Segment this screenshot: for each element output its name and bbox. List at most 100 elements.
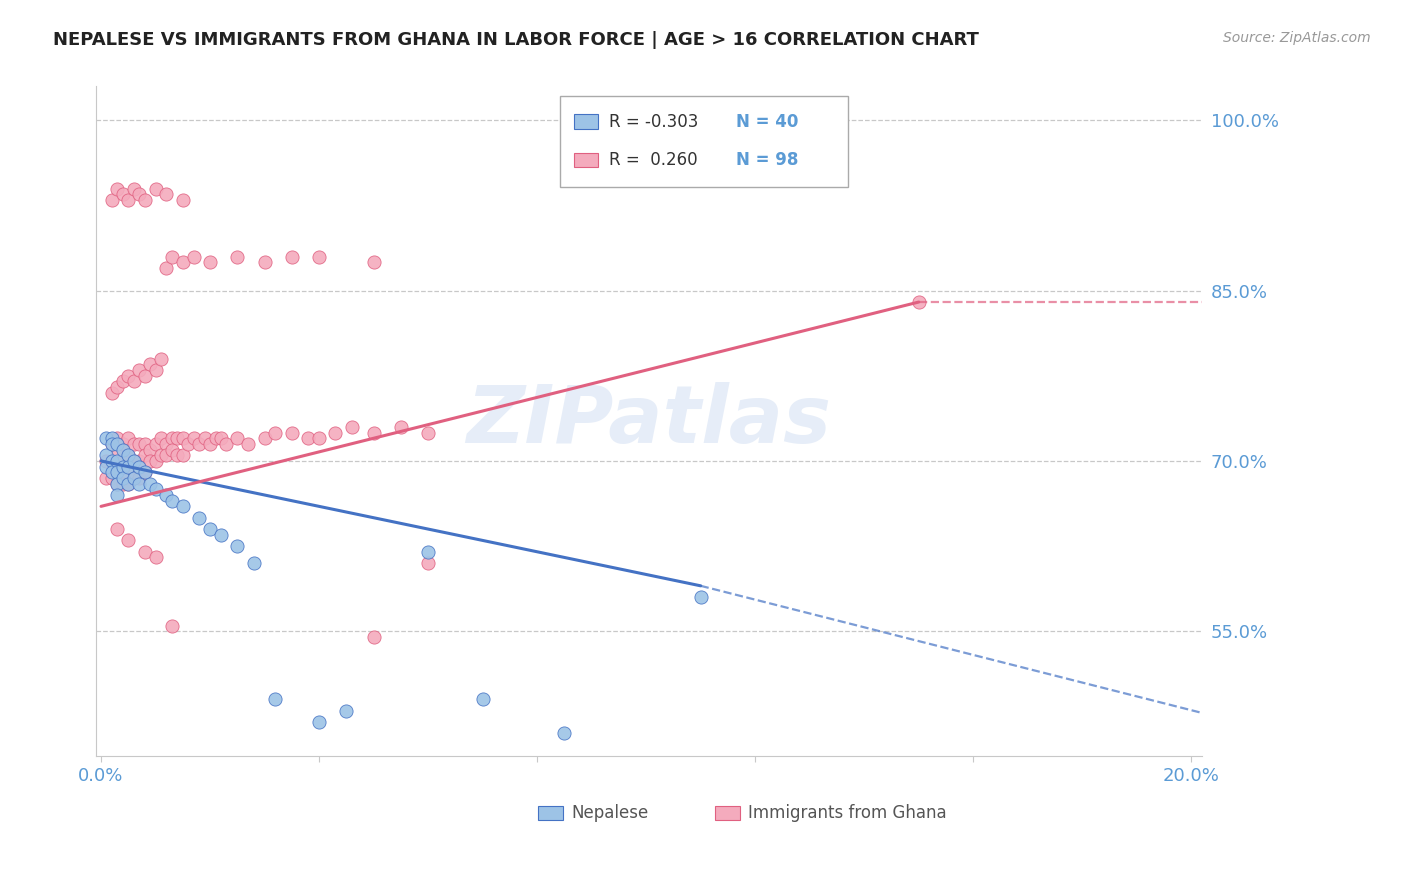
Point bbox=[117, 459, 139, 474]
Point bbox=[111, 476, 134, 491]
Point bbox=[105, 488, 128, 502]
Point bbox=[172, 193, 194, 207]
Point bbox=[117, 431, 139, 445]
Point bbox=[166, 448, 188, 462]
Point bbox=[101, 385, 124, 400]
Point bbox=[160, 618, 183, 632]
Point bbox=[198, 255, 221, 269]
Point bbox=[139, 358, 162, 372]
Point bbox=[105, 181, 128, 195]
Point bbox=[134, 437, 156, 451]
Text: N = 40: N = 40 bbox=[737, 113, 799, 131]
Point bbox=[198, 522, 221, 536]
Point bbox=[155, 448, 177, 462]
Point bbox=[105, 380, 128, 394]
Point bbox=[471, 692, 494, 706]
Point bbox=[134, 193, 156, 207]
Point bbox=[172, 500, 194, 514]
Point bbox=[209, 431, 232, 445]
Point bbox=[198, 437, 221, 451]
Point bbox=[105, 522, 128, 536]
Point bbox=[122, 375, 145, 389]
Point bbox=[264, 425, 287, 440]
Point bbox=[128, 187, 150, 202]
Point bbox=[253, 431, 276, 445]
Point bbox=[128, 476, 150, 491]
Point bbox=[160, 442, 183, 457]
Point bbox=[145, 181, 167, 195]
Point bbox=[111, 442, 134, 457]
Text: Nepalese: Nepalese bbox=[571, 804, 648, 822]
Point bbox=[111, 465, 134, 479]
Point bbox=[96, 454, 118, 468]
Bar bbox=[561, 96, 848, 186]
Point bbox=[105, 431, 128, 445]
Point bbox=[160, 250, 183, 264]
Point bbox=[242, 556, 264, 570]
Point bbox=[281, 250, 304, 264]
Point bbox=[139, 442, 162, 457]
Point bbox=[416, 545, 439, 559]
Point bbox=[155, 187, 177, 202]
Point bbox=[111, 437, 134, 451]
Point bbox=[363, 255, 385, 269]
Point bbox=[160, 493, 183, 508]
Point bbox=[122, 471, 145, 485]
Point bbox=[335, 704, 357, 718]
Point bbox=[188, 437, 211, 451]
Point bbox=[111, 454, 134, 468]
Point bbox=[105, 459, 128, 474]
Text: ZIPatlas: ZIPatlas bbox=[467, 383, 831, 460]
Point bbox=[122, 437, 145, 451]
Point bbox=[160, 431, 183, 445]
Point bbox=[145, 483, 167, 497]
Point bbox=[122, 454, 145, 468]
Point bbox=[166, 431, 188, 445]
Point bbox=[117, 193, 139, 207]
Point bbox=[150, 448, 173, 462]
Point bbox=[128, 459, 150, 474]
Point bbox=[150, 351, 173, 366]
Bar bbox=[716, 805, 740, 821]
Point bbox=[281, 425, 304, 440]
Point bbox=[689, 590, 711, 604]
Point bbox=[101, 454, 124, 468]
Point bbox=[111, 471, 134, 485]
Point bbox=[117, 476, 139, 491]
Point bbox=[553, 726, 575, 740]
Point bbox=[117, 448, 139, 462]
Point bbox=[145, 363, 167, 377]
Point bbox=[139, 476, 162, 491]
Point bbox=[128, 437, 150, 451]
Point bbox=[145, 454, 167, 468]
Point bbox=[96, 431, 118, 445]
Point bbox=[134, 448, 156, 462]
Point bbox=[172, 448, 194, 462]
Point bbox=[416, 556, 439, 570]
Point bbox=[226, 431, 249, 445]
Point bbox=[105, 465, 128, 479]
Point bbox=[363, 630, 385, 644]
Point bbox=[209, 527, 232, 541]
Point bbox=[253, 255, 276, 269]
Point bbox=[172, 431, 194, 445]
Point bbox=[204, 431, 226, 445]
Point bbox=[416, 425, 439, 440]
Point bbox=[105, 476, 128, 491]
Point bbox=[111, 459, 134, 474]
Point bbox=[226, 539, 249, 553]
Point bbox=[907, 295, 929, 310]
Point bbox=[194, 431, 217, 445]
Point bbox=[172, 255, 194, 269]
Point bbox=[117, 476, 139, 491]
Text: R =  0.260: R = 0.260 bbox=[609, 151, 697, 169]
Bar bbox=[574, 114, 598, 129]
Point bbox=[111, 375, 134, 389]
Point bbox=[177, 437, 200, 451]
Point bbox=[264, 692, 287, 706]
Point bbox=[134, 545, 156, 559]
Point bbox=[325, 425, 347, 440]
Point bbox=[122, 181, 145, 195]
Point bbox=[111, 187, 134, 202]
Point bbox=[363, 425, 385, 440]
